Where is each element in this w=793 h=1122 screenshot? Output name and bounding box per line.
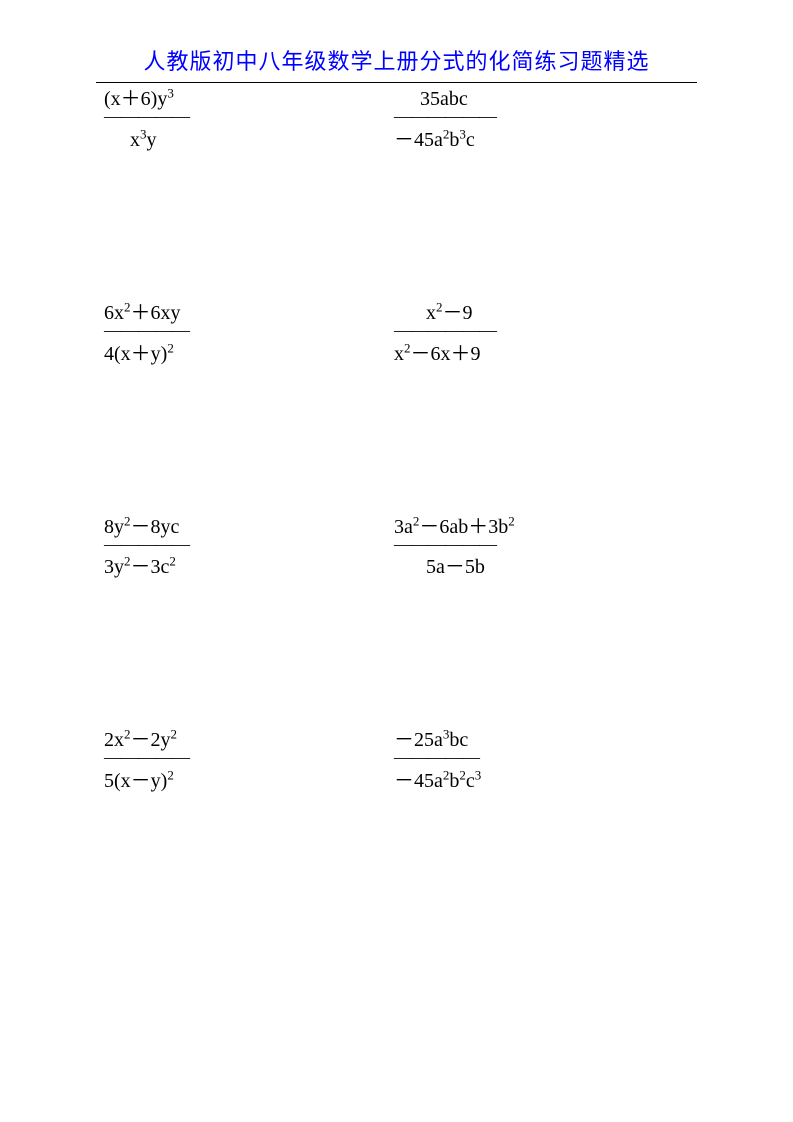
problem-row: 2x2－2y2 ————— 5(x－y)2 －25a3bc ————— －45a… <box>104 730 697 792</box>
fraction: (x＋6)y3 ————— x3y <box>104 89 189 150</box>
problem-cell: 3a2－6ab＋3b2 —————— 5a－5b <box>394 517 697 579</box>
denominator: －45a2b2c3 <box>394 769 481 791</box>
denominator: x3y <box>104 128 189 150</box>
denominator: －45a2b3c <box>394 128 496 150</box>
denominator: 3y2－3c2 <box>104 555 189 577</box>
fraction-divider: ————— <box>104 539 189 556</box>
problem-cell: 6x2＋6xy ————— 4(x＋y)2 <box>104 303 394 365</box>
problem-cell: x2－9 —————— x2－6x＋9 <box>394 303 697 365</box>
problem-row: 8y2－8yc ————— 3y2－3c2 3a2－6ab＋3b2 ——————… <box>104 517 697 579</box>
fraction: 3a2－6ab＋3b2 —————— 5a－5b <box>394 517 515 578</box>
denominator: 4(x＋y)2 <box>104 342 189 364</box>
fraction: 2x2－2y2 ————— 5(x－y)2 <box>104 730 189 791</box>
problem-cell: 8y2－8yc ————— 3y2－3c2 <box>104 517 394 579</box>
denominator: 5a－5b <box>394 555 515 577</box>
fraction: x2－9 —————— x2－6x＋9 <box>394 303 496 364</box>
problem-cell: －25a3bc ————— －45a2b2c3 <box>394 730 697 792</box>
fraction: 8y2－8yc ————— 3y2－3c2 <box>104 517 189 578</box>
fraction-divider: ————— <box>104 752 189 769</box>
problem-row: (x＋6)y3 ————— x3y 35abc —————— －45a2b3c <box>104 89 697 151</box>
fraction: 6x2＋6xy ————— 4(x＋y)2 <box>104 303 189 364</box>
denominator: x2－6x＋9 <box>394 342 496 364</box>
fraction-divider: —————— <box>394 539 515 556</box>
worksheet-content: (x＋6)y3 ————— x3y 35abc —————— －45a2b3c … <box>0 83 793 792</box>
denominator: 5(x－y)2 <box>104 769 189 791</box>
fraction: 35abc —————— －45a2b3c <box>394 89 496 150</box>
problem-cell: 2x2－2y2 ————— 5(x－y)2 <box>104 730 394 792</box>
problem-cell: (x＋6)y3 ————— x3y <box>104 89 394 151</box>
fraction-divider: ————— <box>394 752 481 769</box>
fraction: －25a3bc ————— －45a2b2c3 <box>394 730 481 791</box>
page-title: 人教版初中八年级数学上册分式的化简练习题精选 <box>0 0 793 82</box>
problem-cell: 35abc —————— －45a2b3c <box>394 89 697 151</box>
problem-row: 6x2＋6xy ————— 4(x＋y)2 x2－9 —————— x2－6x＋… <box>104 303 697 365</box>
fraction-divider: ————— <box>104 325 189 342</box>
